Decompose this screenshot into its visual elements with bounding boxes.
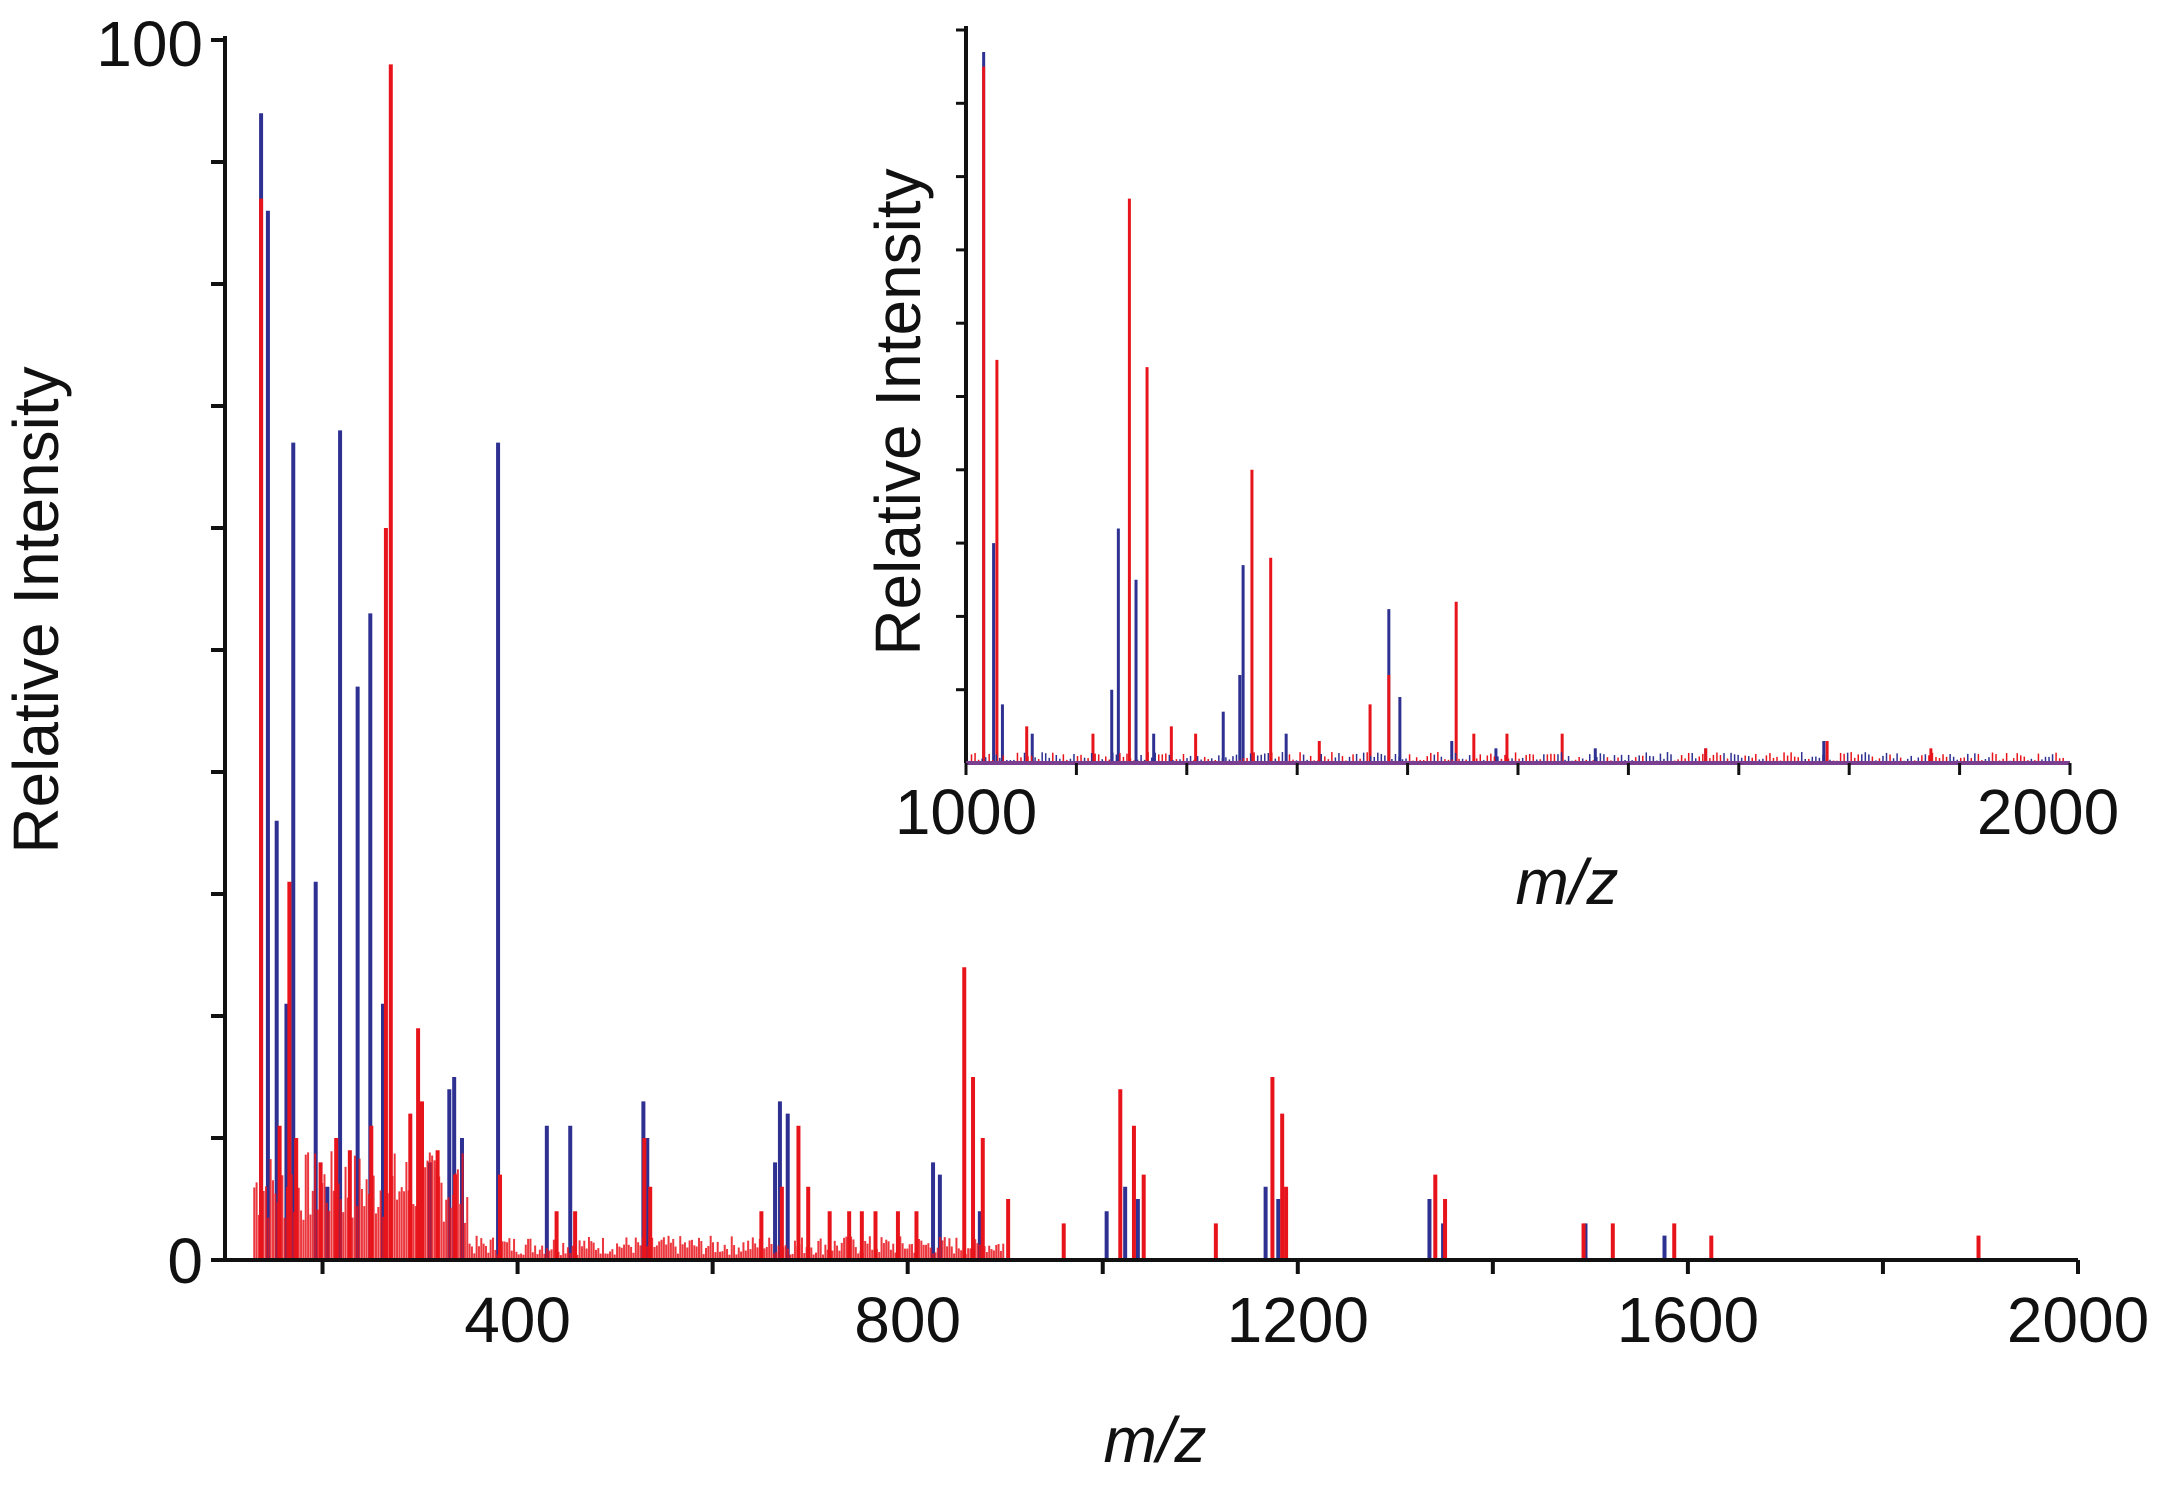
main-x-axis-title: m/z bbox=[1103, 1404, 1206, 1476]
main-peaks-group bbox=[253, 64, 1981, 1260]
main-y-axis-title: Relative Intensity bbox=[0, 366, 72, 853]
main-x-tick-label-1600: 1600 bbox=[1617, 1284, 1759, 1356]
inset-spectrum-chart: 1000 2000 Relative Intensity m/z bbox=[862, 26, 2119, 918]
inset-y-axis-title: Relative Intensity bbox=[862, 168, 934, 655]
main-axes-group bbox=[211, 36, 2080, 1274]
main-x-tick-labels: 400 800 1200 1600 2000 bbox=[464, 1284, 2149, 1356]
inset-peaks-group bbox=[970, 51, 2064, 763]
inset-axes-group bbox=[956, 26, 2072, 775]
inset-x-tick-label-1000: 1000 bbox=[895, 776, 1037, 848]
main-y-tick-label-0: 0 bbox=[167, 1225, 203, 1297]
main-x-tick-label-400: 400 bbox=[464, 1284, 571, 1356]
main-y-tick-label-100: 100 bbox=[96, 8, 203, 80]
inset-x-tick-label-2000: 2000 bbox=[1977, 776, 2119, 848]
inset-x-axis-title: m/z bbox=[1515, 846, 1618, 918]
main-x-tick-label-1200: 1200 bbox=[1227, 1284, 1369, 1356]
main-x-tick-label-800: 800 bbox=[854, 1284, 961, 1356]
main-spectrum-chart: 0 100 400 800 1200 1600 2000 Relative Intens… bbox=[0, 8, 2149, 1476]
main-x-tick-label-2000: 2000 bbox=[2007, 1284, 2149, 1356]
